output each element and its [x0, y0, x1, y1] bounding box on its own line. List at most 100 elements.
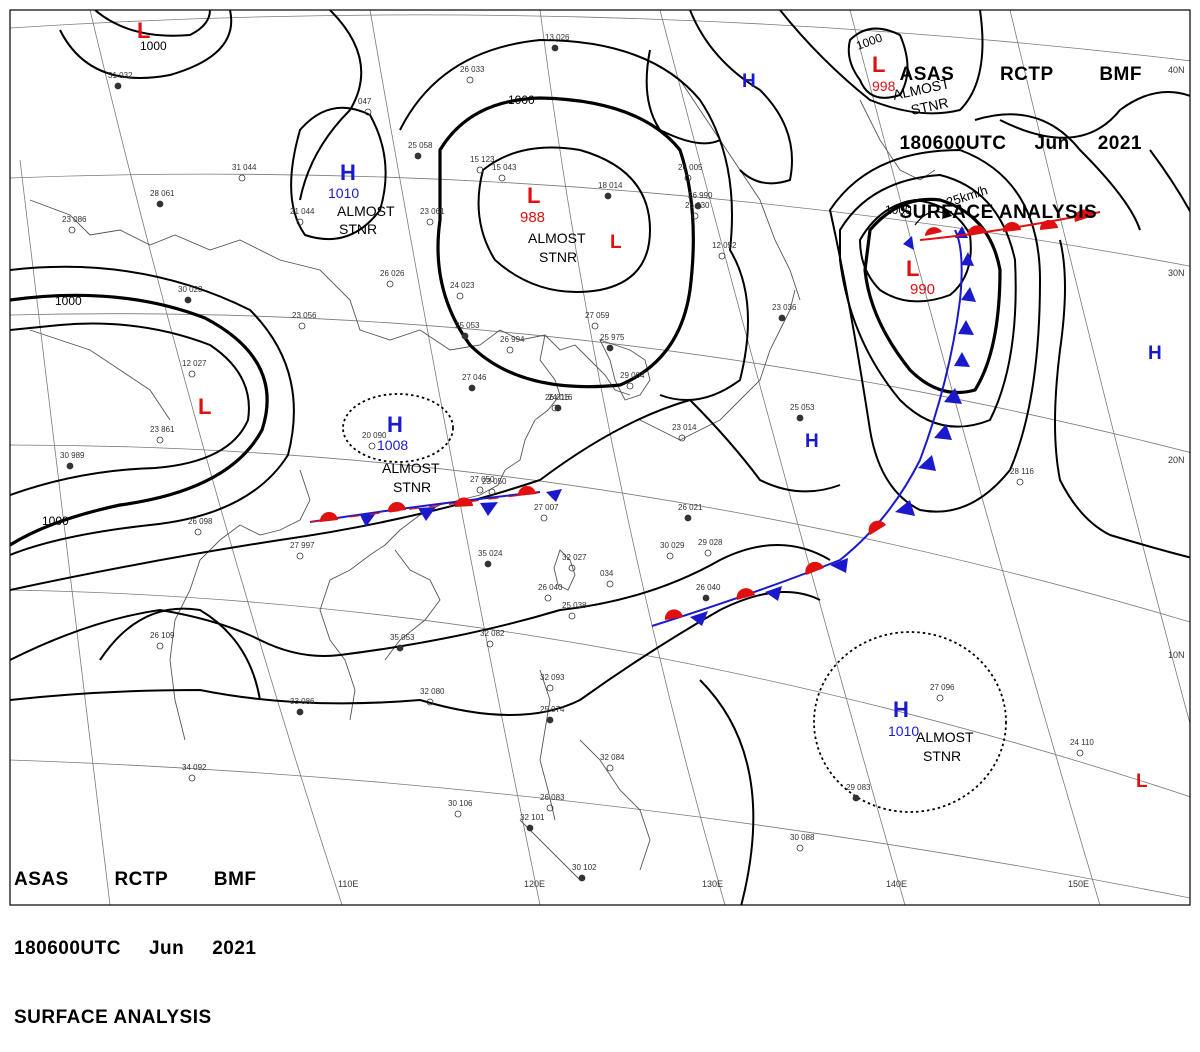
station-plot: 26 026: [380, 269, 405, 278]
station-circle: [591, 322, 599, 330]
header-line-1: ASAS RCTP BMF: [899, 63, 1142, 86]
dotted-isobars: [342, 393, 1007, 813]
stationary-label: ALMOST: [337, 203, 395, 219]
isobar-labels: 1000 1000 1000 1000 1000 1000: [42, 30, 912, 528]
stationary-label: STNR: [909, 94, 950, 118]
station-circle: [238, 174, 246, 182]
station-circle: [684, 514, 692, 522]
station-circle: [298, 322, 306, 330]
warm-front-line: [919, 211, 1101, 241]
header-line-3: SURFACE ANALYSIS: [14, 1006, 257, 1029]
station-plot: 20 090: [362, 431, 387, 440]
station-circle: [426, 218, 434, 226]
high-pressure-value: 1010: [328, 185, 359, 201]
station-circle: [156, 200, 164, 208]
low-marker: L: [906, 256, 919, 281]
station-plot: 26 098: [188, 517, 213, 526]
station-plot: 23 014: [672, 423, 697, 432]
stationary-label: ALMOST: [528, 230, 586, 246]
station-circle: [414, 152, 422, 160]
lon-label: 140E: [886, 879, 907, 889]
lat-label: 30N: [1168, 268, 1185, 278]
station-circle: [498, 174, 506, 182]
station-circle: [604, 192, 612, 200]
station-plot: 13 026: [545, 33, 570, 42]
station-plot: 30 102: [572, 863, 597, 872]
station-circle: [426, 698, 434, 706]
station-plot: 35 053: [390, 633, 415, 642]
header-bottom: ASAS RCTP BMF 180600UTC Jun 2021 SURFACE…: [14, 822, 257, 1052]
header-title: SURFACE ANALYSIS: [14, 1007, 212, 1028]
station-circle: [1076, 749, 1084, 757]
station-circle: [684, 174, 692, 182]
station-plot: 27 096: [930, 683, 955, 692]
station-circle: [606, 580, 614, 588]
station-plot: 30 088: [790, 833, 815, 842]
station-plot: 31 044: [232, 163, 257, 172]
station-plot: 32 027: [562, 553, 587, 562]
low-pressure-value: 990: [910, 281, 935, 298]
station-circle: [68, 226, 76, 234]
station-plot: 27 050: [470, 475, 495, 484]
station-plot: 23 061: [420, 207, 445, 216]
isobar-label: 1000: [508, 93, 535, 107]
station-plot: 35 024: [478, 549, 503, 558]
header-year: 2021: [212, 938, 257, 959]
stationary-label: ALMOST: [916, 729, 974, 745]
lon-label: 120E: [524, 879, 545, 889]
station-circle: [386, 280, 394, 288]
station-plot: 12 027: [182, 359, 207, 368]
station-circle: [568, 612, 576, 620]
header-station: RCTP: [114, 869, 169, 890]
station-plot: 30 989: [60, 451, 85, 460]
isobar-label: 1000: [140, 39, 167, 53]
station-circle: [606, 764, 614, 772]
station-plot: 26 994: [500, 335, 525, 344]
high-marker: H: [805, 431, 819, 452]
station-circle: [156, 642, 164, 650]
station-plot: 047: [358, 97, 372, 106]
weather-map: 31 032 047 26 033 13 026 15 123 31 044 28 061 2…: [9, 9, 1191, 906]
station-circle: [666, 552, 674, 560]
lon-label: 130E: [702, 879, 723, 889]
stationary-label: ALMOST: [382, 460, 440, 476]
lon-label: 150E: [1068, 879, 1089, 889]
low-marker: L: [610, 232, 622, 253]
station-circle: [456, 292, 464, 300]
station-plot: 32 080: [420, 687, 445, 696]
station-plot: 26 021: [678, 503, 703, 512]
station-plot: 25 975: [600, 333, 625, 342]
station-circle: [476, 486, 484, 494]
header-product: ASAS: [14, 869, 69, 890]
station-plot: 15 123: [470, 155, 495, 164]
header-month: Jun: [1034, 133, 1070, 154]
station-plot: 26 040: [696, 583, 721, 592]
station-plot: 23 056: [292, 311, 317, 320]
station-plot: 29 028: [698, 538, 723, 547]
station-plot: 34 092: [182, 763, 207, 772]
station-circle: [796, 414, 804, 422]
station-plot: 33 086: [290, 697, 315, 706]
station-plot: 29 004: [620, 371, 645, 380]
station-circle: [704, 549, 712, 557]
station-plot: 25 074: [540, 705, 565, 714]
lat-label: 40N: [1168, 65, 1185, 75]
low-marker: L: [527, 183, 540, 208]
header-office: BMF: [213, 869, 257, 890]
station-circle: [296, 708, 304, 716]
station-circle: [396, 644, 404, 652]
station-plot: 26 990: [688, 191, 713, 200]
station-circle: [554, 404, 562, 412]
lat-label: 10N: [1168, 650, 1185, 660]
station-circle: [188, 370, 196, 378]
station-plot: 26 040: [538, 583, 563, 592]
station-circle: [546, 716, 554, 724]
header-time: 180600UTC: [899, 133, 1007, 154]
station-plot: 30 023: [178, 285, 203, 294]
station-circle: [694, 202, 702, 210]
station-circle: [578, 874, 586, 882]
isobars: [10, 10, 1190, 905]
station-plot: 25 038: [562, 601, 587, 610]
station-circle: [1016, 478, 1024, 486]
isobar-label: 1000: [55, 294, 82, 308]
